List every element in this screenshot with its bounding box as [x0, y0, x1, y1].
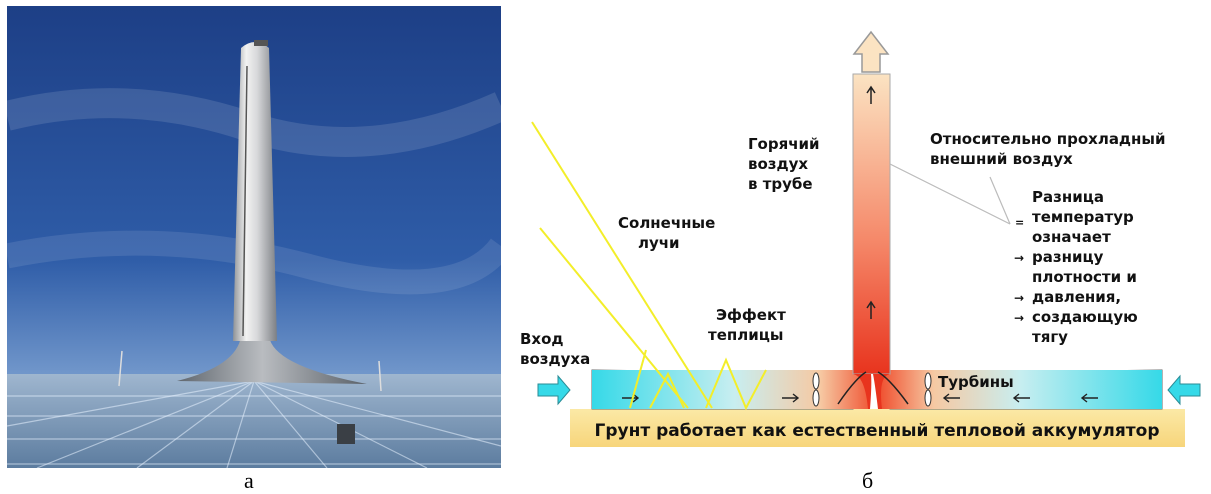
svg-text:разницу: разницу: [1032, 248, 1104, 266]
sun-rays-label-1: Солнечные: [618, 214, 715, 232]
solar-tower-photo: [3, 6, 512, 469]
air-inlet-label-2: воздуха: [520, 350, 590, 368]
airflow-arrows: [622, 393, 1098, 403]
svg-text:→: →: [1014, 311, 1024, 325]
greenhouse-label-1: Эффект: [716, 306, 786, 324]
caption-a: а: [244, 468, 254, 493]
updraft-diagram: Грунт работает как естественный тепловой…: [520, 24, 1210, 464]
turbine-icon: [924, 372, 932, 407]
svg-text:давления,: давления,: [1032, 288, 1121, 306]
turbine-icon: [812, 372, 820, 407]
svg-text:→: →: [1014, 291, 1024, 305]
svg-text:создающую: создающую: [1032, 308, 1138, 326]
tower-base: [177, 336, 367, 384]
hot-air-label-2: воздух: [748, 155, 808, 173]
svg-text:температур: температур: [1032, 208, 1134, 226]
diagram-svg: Грунт работает как естественный тепловой…: [520, 30, 1201, 447]
air-inlet-label-1: Вход: [520, 330, 564, 348]
svg-text:Разница: Разница: [1032, 188, 1104, 206]
caption-b: б: [862, 468, 874, 493]
ground-label: Грунт работает как естественный тепловой…: [595, 421, 1160, 441]
svg-text:плотности и: плотности и: [1032, 268, 1137, 286]
svg-text:означает: означает: [1032, 228, 1111, 246]
hot-air-label-1: Горячий: [748, 135, 820, 153]
turbines-label: Турбины: [938, 373, 1014, 391]
cool-air-label-2: внешний воздух: [930, 150, 1073, 168]
svg-text:=: =: [1015, 216, 1024, 229]
chimney: [852, 73, 891, 375]
up-arrow-icon: [866, 85, 876, 104]
sun-rays-label-2: лучи: [638, 234, 680, 252]
solar-tower-illustration: [3, 6, 512, 469]
sun-rays: [531, 121, 767, 411]
inlet-arrow-left-icon: [537, 374, 571, 406]
up-arrow-icon: [866, 300, 876, 319]
ground-strip: [570, 409, 1185, 447]
collector-field: [7, 374, 501, 468]
pointer-line: [989, 176, 1011, 225]
svg-text:тягу: тягу: [1032, 328, 1068, 346]
hot-air-label-3: в трубе: [748, 175, 813, 193]
explanation-list: = Разница температур означает → разницу …: [1014, 188, 1138, 346]
cool-air-label-1: Относительно прохладный: [930, 130, 1166, 148]
inlet-arrow-right-icon: [1167, 374, 1201, 406]
greenhouse-label-2: теплицы: [708, 326, 783, 344]
exhaust-arrow-icon: [852, 30, 890, 73]
chimney-deflector: [870, 374, 878, 409]
svg-text:→: →: [1014, 251, 1024, 265]
pointer-line: [889, 163, 1011, 225]
